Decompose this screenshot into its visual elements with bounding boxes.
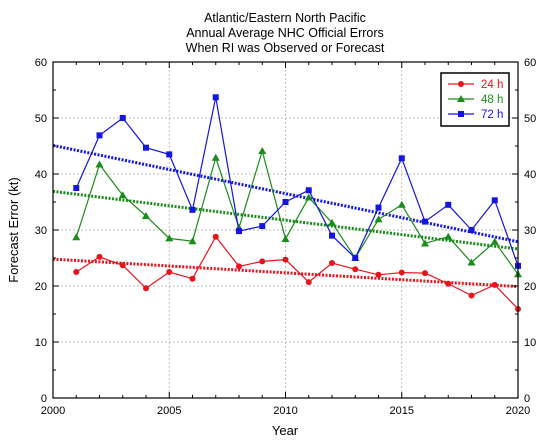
legend-marker <box>458 81 464 87</box>
point-48h <box>421 239 429 247</box>
point-72h <box>352 255 359 261</box>
point-24h <box>236 263 242 270</box>
point-48h <box>188 237 197 245</box>
point-72h <box>73 185 80 191</box>
point-72h <box>143 144 149 151</box>
point-48h <box>95 160 104 168</box>
series-line-24h <box>75 235 519 310</box>
y-tick-label-left: 10 <box>35 337 47 349</box>
point-24h <box>282 256 289 263</box>
point-72h <box>96 132 103 139</box>
series-line-48h <box>75 148 519 275</box>
series-line-72h <box>75 97 519 267</box>
point-48h <box>444 232 453 240</box>
point-72h <box>119 115 126 121</box>
legend-label: 48 h <box>481 94 503 106</box>
point-72h <box>422 218 428 225</box>
point-48h <box>304 193 313 201</box>
x-axis-label: Year <box>272 423 299 438</box>
y-tick-label-right: 10 <box>524 337 536 349</box>
point-72h <box>468 227 475 233</box>
point-72h <box>282 199 289 205</box>
point-24h <box>445 280 452 287</box>
x-tick-label: 2005 <box>157 405 181 417</box>
point-72h <box>445 201 452 208</box>
y-tick-label-left: 40 <box>35 169 47 181</box>
point-24h <box>422 270 428 277</box>
y-tick-label-left: 50 <box>35 113 47 125</box>
chart-title-line: Atlantic/Eastern North Pacific <box>204 11 366 25</box>
point-24h <box>73 269 80 275</box>
series <box>72 94 522 312</box>
legend-label: 24 h <box>481 79 503 91</box>
point-24h <box>259 258 266 265</box>
point-24h <box>329 260 335 267</box>
point-48h <box>72 233 81 241</box>
point-48h <box>328 218 336 226</box>
y-tick-label-right: 20 <box>524 281 536 293</box>
point-24h <box>305 279 312 286</box>
point-48h <box>118 191 127 199</box>
x-tick-label: 2000 <box>41 405 65 417</box>
y-tick-label-right: 60 <box>524 57 536 69</box>
point-24h <box>398 269 405 276</box>
point-72h <box>259 223 266 230</box>
point-48h <box>490 237 499 245</box>
point-48h <box>281 234 290 242</box>
legend-marker <box>458 111 464 117</box>
y-tick-label-right: 30 <box>524 225 536 237</box>
legend-marker <box>457 95 465 102</box>
x-tick-label: 2015 <box>390 405 414 417</box>
y-tick-label-right: 0 <box>524 393 530 405</box>
y-axis-label: Forecast Error (kt) <box>6 177 21 282</box>
point-24h <box>96 253 103 260</box>
point-24h <box>166 269 173 275</box>
point-24h <box>375 271 382 278</box>
point-24h <box>119 262 126 269</box>
y-tick-label-right: 40 <box>524 169 536 181</box>
point-72h <box>375 204 382 211</box>
point-24h <box>143 285 149 292</box>
point-48h <box>397 200 406 208</box>
point-48h <box>467 258 476 266</box>
point-48h <box>142 212 150 219</box>
point-72h <box>236 228 242 235</box>
point-24h <box>491 281 498 288</box>
x-tick-label: 2010 <box>273 405 297 417</box>
y-tick-label-right: 50 <box>524 113 536 125</box>
point-48h <box>258 147 267 155</box>
chart-title-line: Annual Average NHC Official Errors <box>186 26 384 40</box>
legend: 24 h 48 h 72 h <box>440 72 510 127</box>
y-tick-label-left: 0 <box>41 393 47 405</box>
trend-line-24h <box>52 257 519 289</box>
point-72h <box>212 94 219 101</box>
point-72h <box>329 232 335 239</box>
point-24h <box>468 292 475 299</box>
point-24h <box>212 233 219 240</box>
point-72h <box>305 187 312 194</box>
legend-label: 72 h <box>481 109 503 121</box>
point-48h <box>374 215 383 223</box>
point-72h <box>398 155 405 162</box>
point-72h <box>189 206 196 213</box>
trend-line-72h <box>52 143 519 244</box>
point-72h <box>491 197 498 204</box>
grid <box>53 62 518 398</box>
point-48h <box>211 153 220 161</box>
x-tick-label: 2020 <box>506 405 530 417</box>
point-24h <box>189 275 196 282</box>
y-tick-label-left: 20 <box>35 281 47 293</box>
y-tick-label-left: 60 <box>35 57 47 69</box>
y-tick-label-left: 30 <box>35 225 47 237</box>
point-24h <box>352 266 359 273</box>
point-48h <box>165 234 174 242</box>
point-72h <box>166 151 173 158</box>
chart-title-line: When RI was Observed or Forecast <box>186 41 385 55</box>
